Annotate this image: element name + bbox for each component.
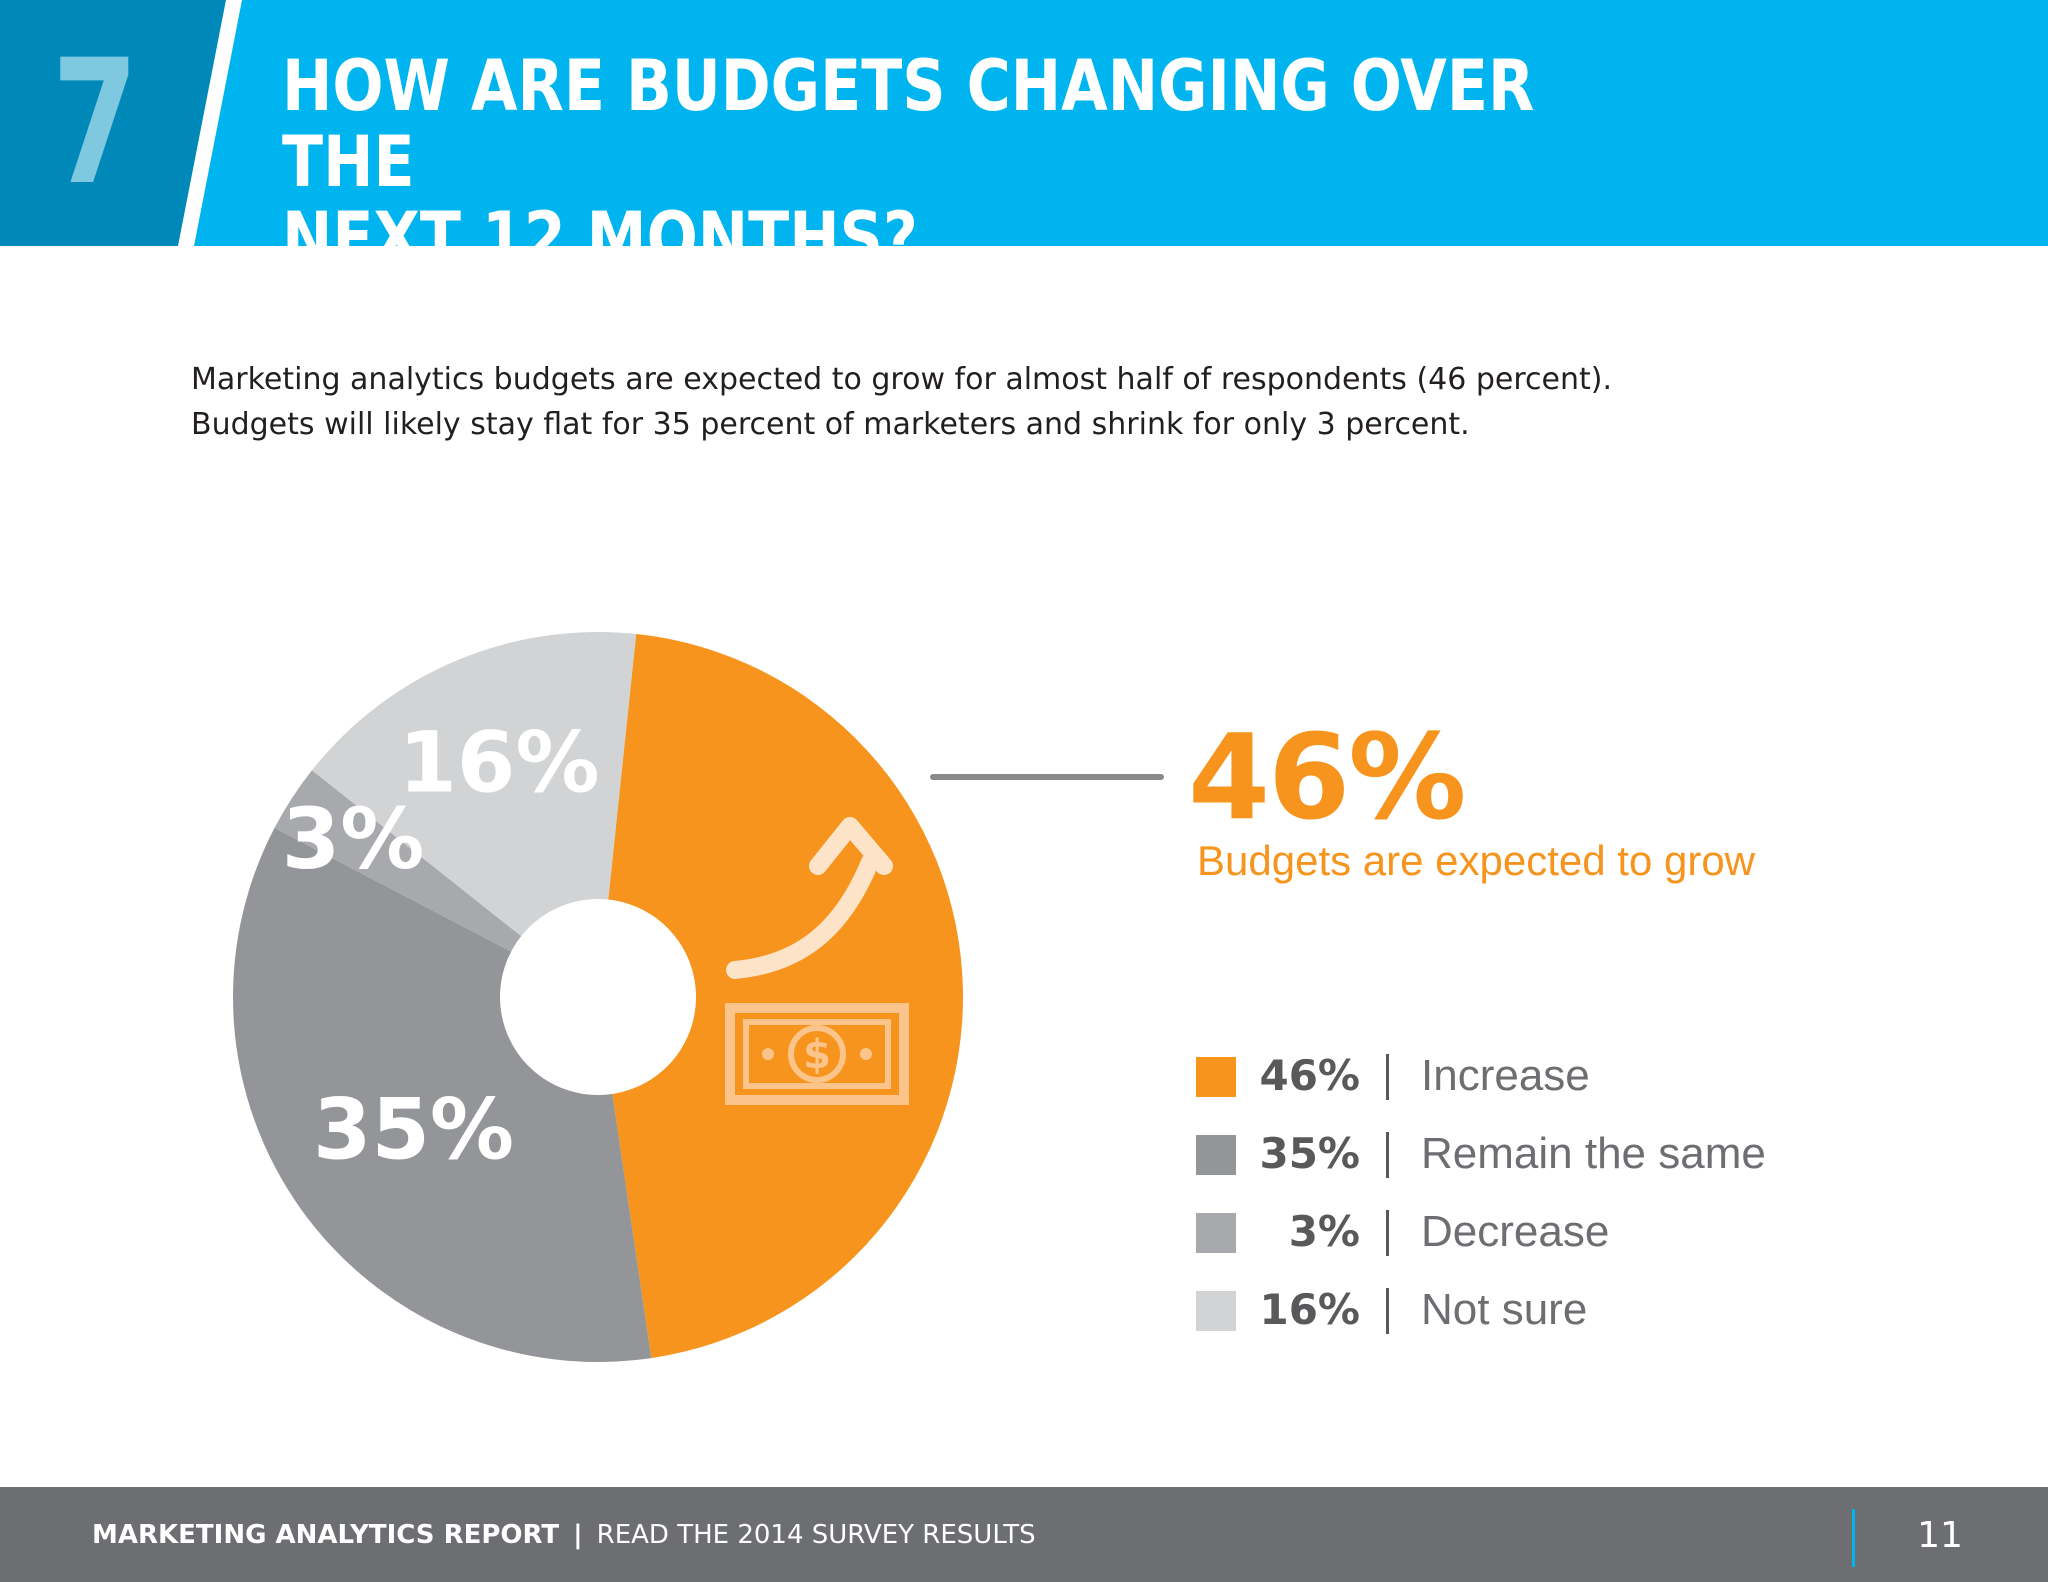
page-title: HOW ARE BUDGETS CHANGING OVER THE NEXT 1… — [282, 48, 1624, 276]
pie-slice-increase — [598, 633, 964, 1359]
legend-item: 16% Not sure — [1196, 1274, 1956, 1352]
arrow-up-curved-icon — [726, 817, 893, 979]
intro-line-2: Budgets will likely stay flat for 35 per… — [191, 407, 1470, 442]
legend-swatch-increase — [1196, 1057, 1236, 1097]
legend-separator — [1386, 1054, 1389, 1100]
legend-swatch-not-sure — [1196, 1291, 1236, 1331]
callout-connector-line — [930, 774, 1164, 780]
legend-value: 35% — [1259, 1129, 1360, 1178]
page-number: 11 — [1917, 1515, 1963, 1556]
legend-value: 16% — [1259, 1285, 1360, 1334]
footer-text: MARKETING ANALYTICS REPORT | READ THE 2014… — [92, 1515, 1036, 1555]
pie-slice-decrease — [274, 770, 598, 997]
pie-slice-not-sure — [311, 632, 637, 997]
banner-background — [0, 0, 2048, 246]
callout-label: Budgets are expected to grow — [1197, 837, 1756, 884]
header-banner: 7 HOW ARE BUDGETS CHANGING OVER THE NEXT… — [0, 0, 2048, 276]
pie-chart: 35% 3%16% $ — [232, 632, 964, 1363]
legend-swatch-remain — [1196, 1135, 1236, 1175]
pie-slices — [232, 632, 964, 1363]
pie-label-decrease: 3% — [282, 790, 425, 888]
legend-value: 46% — [1259, 1051, 1360, 1100]
pie-label-not-sure: 16% — [398, 714, 599, 812]
legend-label: Decrease — [1421, 1207, 1610, 1256]
intro-line-1: Marketing analytics budgets are expected… — [191, 362, 1613, 397]
legend-item: 35% Remain the same — [1196, 1118, 1956, 1196]
pie-labels: 35% 3%16% — [282, 714, 600, 1179]
legend-separator — [1386, 1132, 1389, 1178]
footer-divider — [1852, 1509, 1855, 1567]
intro-paragraph: Marketing analytics budgets are expected… — [191, 357, 1891, 447]
pie-slice-remain-the-same — [232, 827, 652, 1363]
legend-label: Increase — [1421, 1051, 1590, 1100]
pie-label-remain-the-same: 35% — [313, 1080, 514, 1178]
svg-text:$: $ — [803, 1032, 831, 1078]
legend-value: 3% — [1288, 1207, 1360, 1256]
page-title-line-1: HOW ARE BUDGETS CHANGING OVER THE — [282, 45, 1535, 203]
callout-value: 46% — [1188, 708, 1466, 846]
legend-separator — [1386, 1288, 1389, 1334]
legend-separator — [1386, 1210, 1389, 1256]
section-tab — [0, 0, 226, 246]
footer-subtitle: READ THE 2014 SURVEY RESULTS — [596, 1520, 1036, 1550]
legend: 46% Increase 35% Remain the same 3% Decr… — [1196, 1040, 1956, 1352]
footer-report-title: MARKETING ANALYTICS REPORT — [92, 1520, 560, 1550]
donut-hole — [500, 899, 696, 1095]
legend-item: 3% Decrease — [1196, 1196, 1956, 1274]
header-background — [0, 0, 2048, 246]
legend-swatch-decrease — [1196, 1213, 1236, 1253]
footer: MARKETING ANALYTICS REPORT | READ THE 2014… — [0, 1487, 2048, 1582]
legend-item: 46% Increase — [1196, 1040, 1956, 1118]
money-bill-icon: $ — [725, 1003, 909, 1105]
section-number: 7 — [52, 22, 138, 223]
legend-label: Not sure — [1421, 1285, 1588, 1334]
tab-divider — [178, 0, 242, 246]
page-title-line-2: NEXT 12 MONTHS? — [282, 197, 918, 279]
footer-separator: | — [573, 1520, 583, 1550]
legend-label: Remain the same — [1421, 1129, 1766, 1178]
